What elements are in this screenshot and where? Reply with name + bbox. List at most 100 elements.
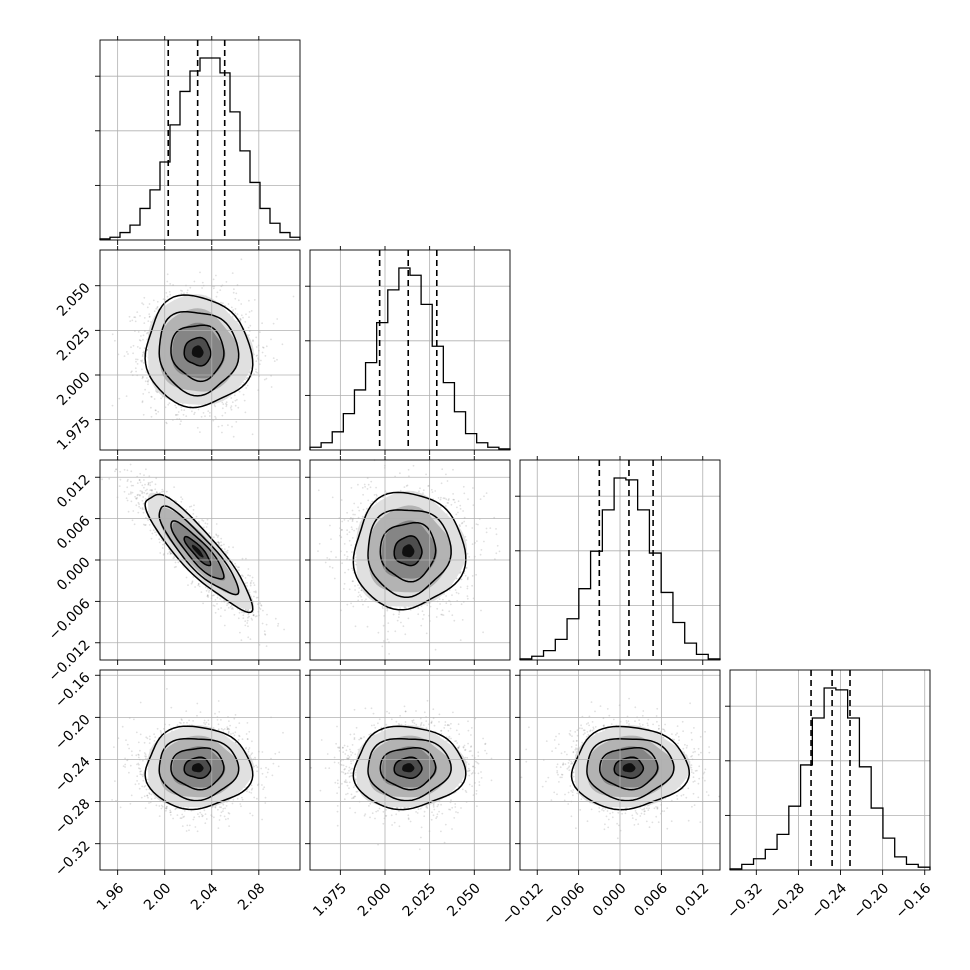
- sample-point: [221, 407, 224, 410]
- hist-frame-0-0: [99, 39, 301, 241]
- sample-point: [141, 377, 144, 380]
- sample-point: [141, 507, 144, 509]
- sample-point: [251, 433, 254, 436]
- sample-point: [217, 541, 220, 543]
- sample-point: [247, 616, 249, 619]
- sample-point: [255, 336, 258, 339]
- sample-point: [225, 281, 228, 283]
- sample-point: [223, 548, 226, 550]
- sample-point: [142, 511, 145, 514]
- sample-point: [165, 292, 168, 294]
- sample-point: [249, 638, 252, 640]
- sample-point: [138, 503, 141, 505]
- sample-point: [138, 339, 141, 341]
- sample-point: [139, 481, 142, 484]
- sample-point: [212, 278, 215, 281]
- sample-point: [261, 622, 264, 625]
- sample-point: [143, 491, 146, 494]
- sample-point: [238, 390, 241, 393]
- sample-point: [162, 298, 165, 301]
- sample-point: [247, 613, 250, 616]
- sample-point: [220, 301, 222, 304]
- sample-point: [254, 590, 257, 593]
- sample-point: [127, 493, 130, 495]
- sample-point: [144, 483, 146, 486]
- sample-point: [147, 383, 149, 386]
- sample-point: [168, 551, 171, 553]
- sample-point: [244, 620, 247, 622]
- sample-point: [148, 316, 151, 318]
- sample-point: [138, 479, 141, 482]
- sample-point: [148, 313, 151, 315]
- sample-point: [125, 497, 128, 500]
- sample-point: [230, 405, 233, 407]
- sample-point: [146, 380, 149, 383]
- sample-point: [251, 576, 254, 579]
- sample-point: [252, 582, 255, 584]
- sample-point: [180, 496, 183, 499]
- sample-point: [242, 614, 245, 617]
- sample-point: [111, 404, 114, 407]
- sample-point: [243, 611, 245, 614]
- sample-point: [231, 272, 234, 274]
- sample-point: [132, 510, 135, 512]
- sample-point: [202, 412, 205, 414]
- sample-point: [130, 346, 132, 349]
- sample-point: [132, 344, 135, 347]
- sample-point: [101, 478, 103, 481]
- sample-point: [169, 283, 172, 285]
- sample-point: [180, 409, 183, 411]
- sample-point: [235, 292, 238, 295]
- sample-point: [149, 489, 152, 491]
- sample-point: [283, 628, 285, 631]
- sample-point: [134, 316, 137, 319]
- sample-point: [142, 523, 145, 526]
- sample-point: [143, 296, 146, 299]
- sample-point: [227, 602, 230, 605]
- sample-point: [204, 522, 207, 525]
- sample-point: [193, 411, 196, 414]
- sample-point: [144, 380, 147, 383]
- sample-point: [245, 557, 247, 560]
- sample-point: [155, 491, 158, 494]
- sample-point: [147, 483, 150, 485]
- sample-point: [207, 596, 210, 598]
- sample-point: [225, 401, 228, 404]
- sample-point: [168, 402, 171, 404]
- sample-point: [130, 500, 133, 503]
- sample-point: [136, 363, 139, 365]
- sample-point: [205, 589, 208, 592]
- sample-point: [217, 425, 220, 428]
- sample-point: [239, 318, 242, 320]
- sample-point: [265, 623, 268, 626]
- sample-point: [142, 496, 145, 498]
- sample-point: [219, 598, 222, 600]
- sample-point: [234, 562, 237, 565]
- sample-point: [139, 315, 141, 317]
- sample-point: [250, 617, 253, 620]
- sample-point: [238, 569, 240, 571]
- scatter-panel-2-0: [101, 463, 285, 647]
- sample-point: [366, 488, 369, 490]
- sample-point: [142, 362, 145, 364]
- sample-point: [244, 411, 247, 414]
- sample-point: [147, 519, 149, 521]
- sample-point: [255, 368, 257, 371]
- sample-point: [141, 499, 144, 502]
- sample-point: [215, 295, 218, 298]
- sample-point: [155, 477, 158, 480]
- sample-point: [221, 431, 223, 434]
- sample-point: [215, 274, 217, 277]
- sample-point: [174, 561, 177, 564]
- sample-point: [144, 524, 147, 526]
- sample-point: [206, 518, 209, 521]
- sample-point: [264, 633, 267, 636]
- sample-point: [151, 532, 154, 535]
- sample-point: [232, 309, 235, 311]
- sample-point: [247, 568, 250, 570]
- sample-point: [197, 521, 200, 523]
- sample-point: [221, 424, 224, 427]
- sample-point: [239, 631, 241, 634]
- sample-point: [123, 468, 126, 471]
- sample-point: [247, 625, 249, 628]
